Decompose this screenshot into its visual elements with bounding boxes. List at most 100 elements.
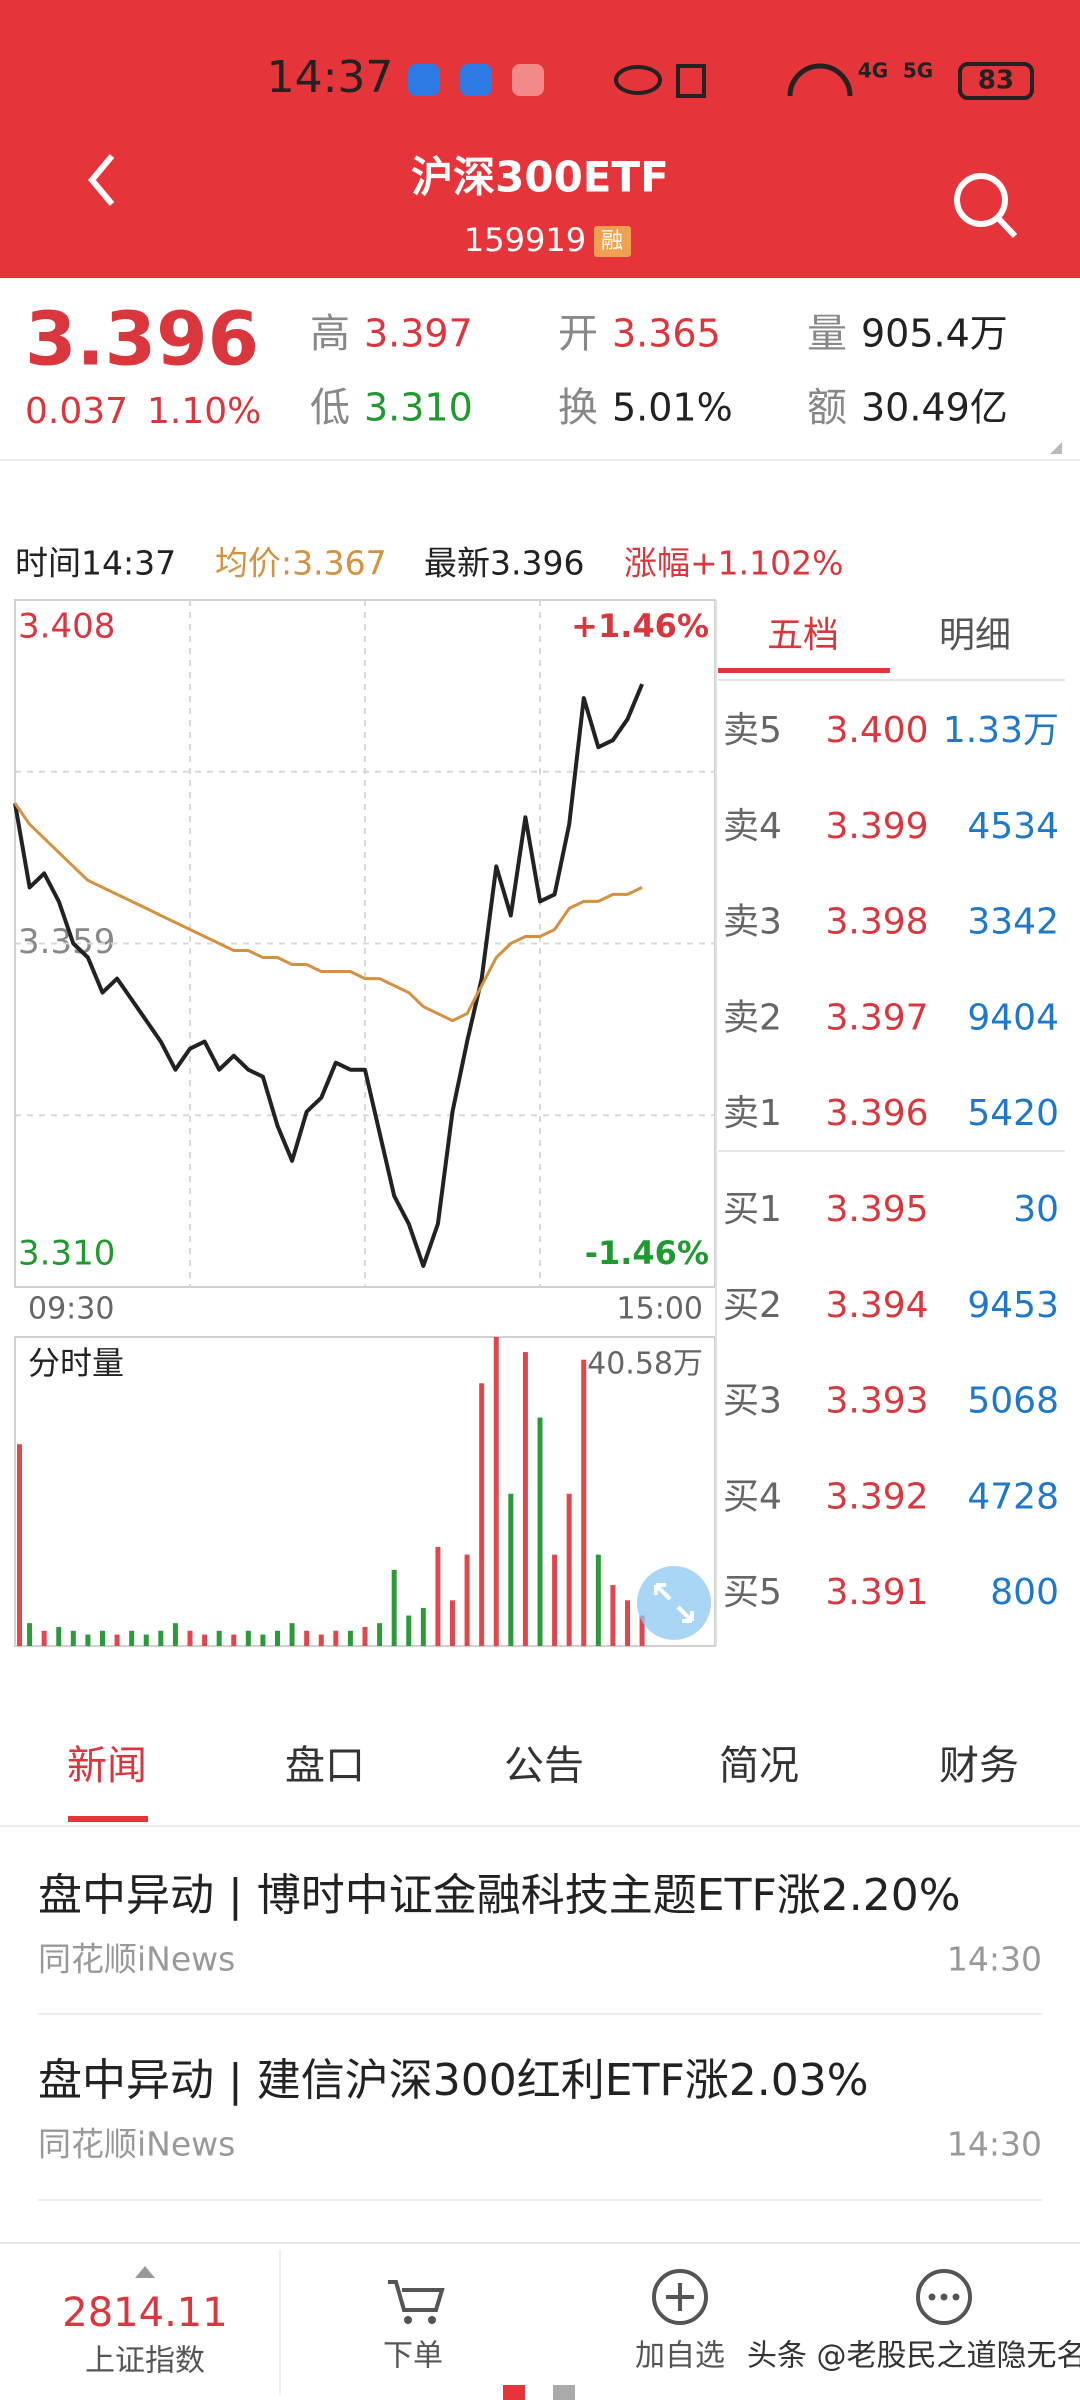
volume-bar bbox=[158, 1630, 164, 1646]
more-button[interactable] bbox=[916, 2269, 972, 2325]
book-price: 3.398 bbox=[825, 902, 928, 943]
header-bg bbox=[0, 0, 1080, 278]
nav-label: 下单 bbox=[383, 2339, 443, 2374]
x-tick-label: 09:30 bbox=[28, 1292, 114, 1327]
volume-bar bbox=[493, 1337, 499, 1646]
volume-bar bbox=[552, 1554, 558, 1646]
news-tab[interactable]: 简况 bbox=[719, 1743, 799, 1789]
nav-label: 加自选 bbox=[635, 2339, 725, 2374]
add-button[interactable] bbox=[652, 2269, 708, 2325]
book-volume: 1.33万 bbox=[943, 710, 1059, 751]
index-value: 2814.11 bbox=[62, 2290, 227, 2336]
book-tab: 五档 bbox=[767, 615, 839, 656]
volume-bar bbox=[566, 1493, 572, 1646]
volume-bar bbox=[143, 1634, 149, 1646]
volume-bar bbox=[362, 1626, 368, 1646]
volume-bar bbox=[17, 1444, 22, 1646]
news-tab[interactable]: 财务 bbox=[939, 1743, 1019, 1789]
tab-underline bbox=[68, 1816, 148, 1822]
battery-level: 83 bbox=[978, 66, 1014, 96]
index-name: 上证指数 bbox=[85, 2344, 205, 2379]
volume-bar bbox=[231, 1634, 237, 1646]
volume-bar bbox=[581, 1359, 587, 1646]
price-change: 0.037 bbox=[25, 391, 128, 432]
page-dot bbox=[503, 2385, 525, 2400]
news-tab[interactable]: 公告 bbox=[504, 1743, 584, 1789]
y-tick-label: 3.310 bbox=[18, 1234, 115, 1274]
volume-bar bbox=[100, 1630, 105, 1646]
volume-bar bbox=[479, 1383, 485, 1646]
stat-value: 3.397 bbox=[364, 312, 473, 356]
volume-bar bbox=[245, 1630, 251, 1646]
back-button[interactable] bbox=[88, 154, 115, 206]
index-arrow bbox=[135, 2266, 155, 2278]
volume-bar bbox=[187, 1630, 193, 1646]
book-volume: 800 bbox=[990, 1572, 1059, 1613]
cart-icon bbox=[388, 2280, 445, 2312]
volume-bar bbox=[202, 1634, 208, 1646]
avg-price-line bbox=[13, 802, 643, 1023]
book-label: 买1 bbox=[723, 1189, 782, 1230]
info-latest: 最新3.396 bbox=[424, 544, 584, 583]
volume-bar bbox=[420, 1607, 426, 1646]
volume-bar bbox=[41, 1630, 47, 1646]
stock-name: 沪深300ETF bbox=[411, 153, 669, 202]
news-title[interactable]: 盘中异动 | 建信沪深300红利ETF涨2.03% bbox=[38, 2055, 869, 2106]
volume-bar bbox=[260, 1634, 266, 1646]
volume-bar bbox=[464, 1554, 470, 1646]
book-price: 3.400 bbox=[825, 710, 928, 751]
status-icon bbox=[676, 64, 706, 98]
y-tick-label: 40.58万 bbox=[587, 1347, 703, 1382]
news-tab[interactable]: 新闻 bbox=[67, 1743, 147, 1789]
book-volume: 9404 bbox=[967, 997, 1059, 1038]
price-line bbox=[13, 683, 644, 1268]
book-label: 卖1 bbox=[723, 1093, 782, 1134]
book-price: 3.396 bbox=[825, 1093, 928, 1134]
book-price: 3.394 bbox=[825, 1285, 928, 1326]
volume-frame bbox=[14, 1336, 716, 1647]
stat-value: 3.310 bbox=[364, 386, 473, 430]
book-label: 卖4 bbox=[723, 806, 782, 847]
volume-bar bbox=[639, 1615, 645, 1646]
book-volume: 5420 bbox=[967, 1093, 1059, 1134]
news-title[interactable]: 盘中异动 | 博时中证金融科技主题ETF涨2.20% bbox=[38, 1870, 961, 1921]
info-time: 时间14:37 bbox=[15, 544, 176, 583]
volume-bar bbox=[70, 1630, 76, 1646]
volume-bar bbox=[610, 1585, 616, 1646]
fullscreen-button[interactable] bbox=[637, 1566, 711, 1640]
network-label: 5G bbox=[903, 59, 933, 83]
book-tab: 明细 bbox=[939, 615, 1011, 656]
volume-title: 分时量 bbox=[28, 1344, 124, 1382]
stat-label: 开 bbox=[558, 311, 598, 357]
more-icon bbox=[916, 2269, 972, 2325]
search-button[interactable] bbox=[954, 173, 1018, 239]
volume-bar bbox=[172, 1623, 178, 1646]
price-change-pct: 1.10% bbox=[147, 391, 261, 432]
volume-bar bbox=[85, 1634, 91, 1646]
more-icon bbox=[940, 2293, 948, 2301]
news-tab[interactable]: 盘口 bbox=[285, 1743, 365, 1789]
search-icon bbox=[995, 215, 1018, 239]
battery-icon bbox=[958, 62, 1034, 100]
stat-value: 5.01% bbox=[612, 386, 733, 430]
stat-value: 3.365 bbox=[612, 312, 721, 356]
add-icon bbox=[666, 2283, 694, 2311]
news-source: 同花顺iNews bbox=[38, 2125, 235, 2164]
volume-bar bbox=[304, 1630, 310, 1646]
badge: 融 bbox=[601, 229, 623, 254]
info-pct: 涨幅+1.102% bbox=[624, 544, 843, 583]
volume-bar bbox=[27, 1623, 33, 1646]
wifi-icon bbox=[787, 63, 853, 97]
status-icon bbox=[614, 65, 662, 95]
order-button[interactable] bbox=[388, 2280, 445, 2324]
book-volume: 9453 bbox=[967, 1285, 1059, 1326]
add-icon bbox=[652, 2269, 708, 2325]
x-tick-label: 15:00 bbox=[617, 1292, 703, 1327]
more-icon bbox=[928, 2293, 936, 2301]
fullscreen-icon bbox=[654, 1583, 694, 1623]
volume-bar bbox=[377, 1623, 383, 1646]
volume-bar bbox=[625, 1600, 630, 1646]
last-price: 3.396 bbox=[25, 297, 259, 383]
book-price: 3.391 bbox=[825, 1572, 928, 1613]
